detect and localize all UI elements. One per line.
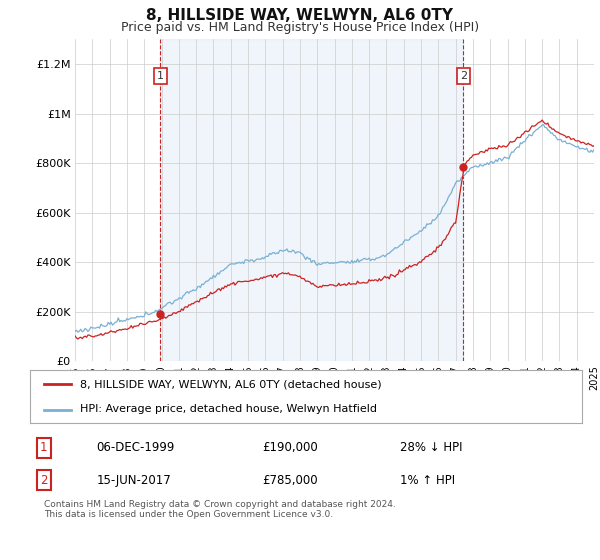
Text: 8, HILLSIDE WAY, WELWYN, AL6 0TY: 8, HILLSIDE WAY, WELWYN, AL6 0TY — [146, 8, 454, 24]
Text: 06-DEC-1999: 06-DEC-1999 — [96, 441, 175, 454]
Text: £190,000: £190,000 — [262, 441, 317, 454]
Text: Contains HM Land Registry data © Crown copyright and database right 2024.
This d: Contains HM Land Registry data © Crown c… — [44, 500, 395, 519]
Text: 2: 2 — [40, 474, 47, 487]
Text: 2: 2 — [460, 71, 467, 81]
Text: 8, HILLSIDE WAY, WELWYN, AL6 0TY (detached house): 8, HILLSIDE WAY, WELWYN, AL6 0TY (detach… — [80, 380, 382, 390]
Text: £785,000: £785,000 — [262, 474, 317, 487]
Text: HPI: Average price, detached house, Welwyn Hatfield: HPI: Average price, detached house, Welw… — [80, 404, 377, 414]
Text: 1% ↑ HPI: 1% ↑ HPI — [400, 474, 455, 487]
Text: 28% ↓ HPI: 28% ↓ HPI — [400, 441, 463, 454]
Text: Price paid vs. HM Land Registry's House Price Index (HPI): Price paid vs. HM Land Registry's House … — [121, 21, 479, 34]
Bar — [160, 39, 463, 361]
Text: 15-JUN-2017: 15-JUN-2017 — [96, 474, 171, 487]
Text: 1: 1 — [157, 71, 164, 81]
Text: 1: 1 — [40, 441, 47, 454]
